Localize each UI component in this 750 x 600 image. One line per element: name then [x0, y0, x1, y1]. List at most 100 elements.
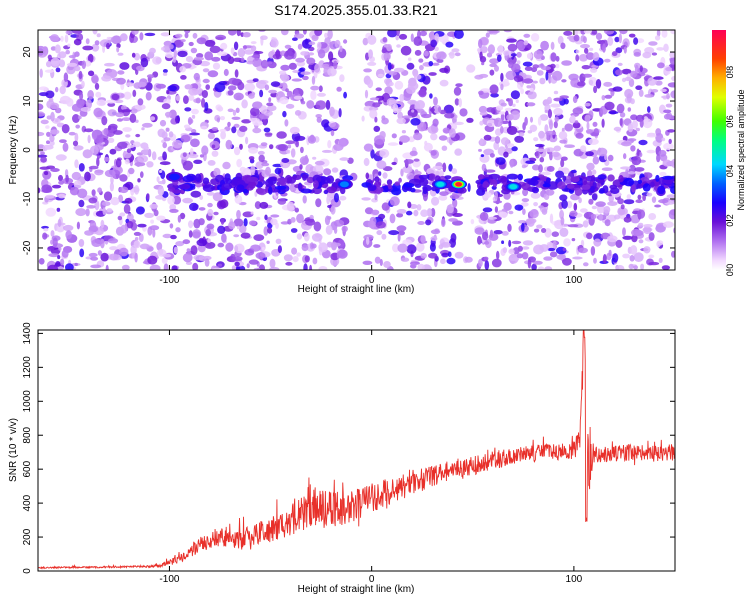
spectrogram-cell	[537, 116, 542, 126]
spectrogram-cell	[117, 141, 128, 149]
spectrogram-cell	[481, 163, 487, 172]
spectrogram-cell	[199, 195, 204, 200]
spectrogram-cell	[302, 39, 313, 49]
spectrogram-cell	[493, 230, 503, 235]
spectrogram-cell	[88, 252, 98, 258]
spectrogram-cell	[44, 171, 49, 176]
spectrogram-cell	[303, 263, 308, 270]
spectrogram-cell	[646, 149, 656, 154]
spectrogram-cell	[487, 122, 493, 127]
spectrogram-cell	[102, 207, 106, 216]
spectrogram-cell	[544, 228, 552, 238]
spectrogram-cell	[624, 76, 632, 82]
spectrogram-cell	[514, 204, 524, 211]
spectrogram-cell	[326, 241, 333, 248]
spectrogram-cell	[428, 252, 438, 259]
spectrogram-cell	[62, 224, 74, 232]
spectrogram-cell	[116, 118, 123, 122]
spectrogram-cell	[78, 239, 85, 247]
spectrogram-cell	[667, 82, 675, 88]
spectrogram-cell	[107, 137, 115, 143]
spectrogram-cell	[512, 247, 520, 255]
spectrogram-cell	[263, 226, 269, 236]
spectrogram-cell	[50, 168, 60, 172]
spectrogram-cell	[537, 266, 545, 270]
spectrogram-cell	[575, 54, 580, 62]
spectrogram-cell	[412, 159, 421, 168]
spectrogram-cell	[76, 221, 80, 230]
spectrogram-cell	[613, 126, 622, 132]
spectrogram-cell	[389, 196, 400, 207]
spectrogram-cell	[161, 257, 168, 265]
spectrogram-cell	[387, 62, 392, 71]
spectrogram-cell	[255, 161, 264, 169]
spectrogram-heatmap	[38, 30, 675, 270]
spectrogram-cell	[491, 258, 502, 268]
spectrogram-cell	[443, 104, 454, 114]
snr-xlabel: Height of straight line (km)	[298, 584, 415, 595]
spectrogram-cell	[251, 54, 260, 59]
spectrogram-cell	[654, 35, 661, 41]
spectrogram-cell	[137, 178, 141, 183]
spectrogram-cell	[119, 174, 128, 182]
spectrogram-cell	[183, 95, 189, 104]
spectrogram-cell	[146, 74, 155, 79]
spectrogram-cell	[407, 201, 412, 209]
spectrogram-cell	[452, 198, 458, 208]
signal-track-cell	[202, 177, 210, 185]
spectrogram-cell	[94, 40, 100, 46]
snr-y-tick-label: 800	[22, 426, 33, 443]
spectrogram-cell	[430, 236, 438, 242]
spectrogram-cell	[316, 41, 322, 50]
spectrogram-cell	[106, 36, 112, 41]
spectrogram-cell	[281, 158, 290, 163]
spectrogram-cell	[55, 261, 61, 267]
spectrogram-cell	[270, 38, 279, 48]
spectrogram-cell	[506, 126, 518, 135]
spectrogram-cell	[206, 192, 215, 196]
spectrogram-cell	[81, 60, 87, 69]
signal-track-cell	[488, 173, 501, 180]
spectrogram-cell	[252, 78, 259, 82]
spectrogram-cell	[50, 129, 60, 135]
spectrogram-cell	[227, 121, 231, 128]
spectrogram-cell	[213, 167, 221, 177]
spectrogram-cell	[391, 161, 397, 166]
spectrogram-cell	[124, 158, 130, 165]
spectrogram-cell	[617, 207, 626, 216]
spectrogram-cell	[635, 127, 640, 132]
spectrogram-cell	[57, 255, 61, 260]
spectrogram-cell	[668, 115, 675, 120]
spectrogram-cell	[217, 225, 226, 234]
spectrogram-cell	[47, 246, 55, 252]
spectrogram-cell	[516, 60, 521, 65]
spectrogram-cell	[169, 223, 174, 229]
spectrogram-cell	[190, 47, 198, 54]
spectrogram-cell	[382, 172, 388, 179]
spectrogram-cell	[479, 120, 484, 126]
spectrogram-cell	[105, 264, 109, 270]
spectrogram-cell	[615, 239, 623, 248]
spectrogram-cell	[640, 263, 645, 270]
spectrogram-cell	[547, 109, 553, 119]
spectrogram-cell	[503, 78, 509, 85]
spectrogram-cell	[407, 108, 418, 118]
spectrogram-cell	[111, 93, 120, 101]
spectrogram-cell	[523, 33, 531, 38]
spectrogram-cell	[84, 128, 94, 133]
spectrogram-cell	[277, 198, 287, 205]
spectrogram-cell	[321, 149, 333, 153]
spectrogram-cell	[190, 190, 202, 198]
spectrogram-cell	[65, 49, 70, 55]
spectrogram-cell	[367, 34, 377, 45]
spectrogram-cell	[41, 225, 49, 229]
spectrogram-cell	[232, 256, 243, 262]
spectrogram-cell	[101, 201, 111, 207]
spectrogram-cell	[563, 98, 569, 105]
spectrogram-cell	[453, 121, 464, 126]
signal-track-cell	[422, 184, 432, 192]
spectrogram-cell	[140, 171, 144, 179]
spectrogram-cell	[582, 220, 589, 228]
spectrogram-cell	[638, 222, 644, 227]
spectrogram-cell	[232, 57, 243, 62]
